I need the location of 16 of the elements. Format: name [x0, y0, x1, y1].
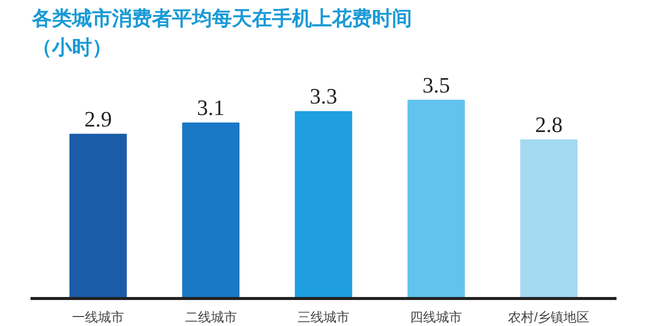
bar: [294, 111, 352, 298]
data-label: 3.1: [197, 94, 225, 120]
x-tick-label: 三线城市: [298, 310, 350, 324]
bar: [69, 134, 127, 298]
x-tick-label: 一线城市: [72, 310, 124, 324]
x-tick-label: 四线城市: [410, 310, 462, 324]
data-label: 2.8: [535, 112, 563, 137]
bar: [408, 100, 465, 298]
bar: [182, 122, 240, 298]
bar: [520, 139, 578, 298]
chart-title: 各类城市消费者平均每天在手机上花费时间（小时）: [32, 5, 412, 61]
data-label: 3.3: [310, 84, 338, 109]
data-label: 2.9: [84, 106, 112, 132]
x-tick-label: 二线城市: [184, 310, 237, 324]
data-label: 3.5: [422, 72, 450, 98]
x-tick-label: 农村/乡镇地区: [508, 310, 590, 324]
